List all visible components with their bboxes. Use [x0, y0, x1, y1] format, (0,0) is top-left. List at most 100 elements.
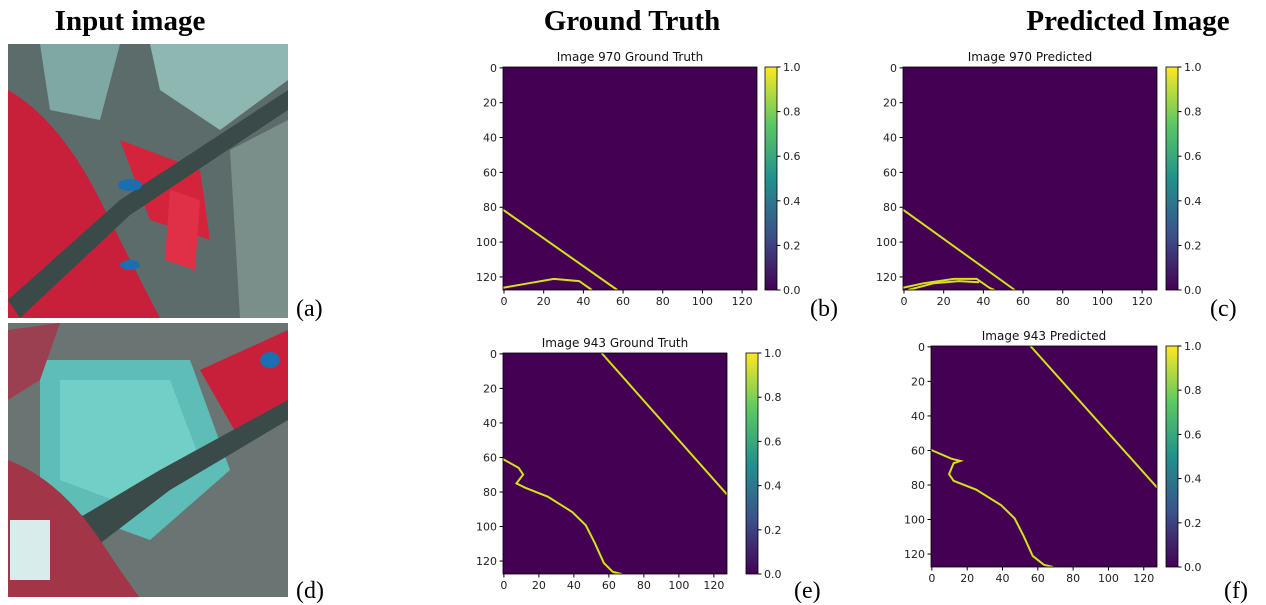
y-tick-label: 80	[483, 486, 497, 499]
axes-frame	[930, 345, 1158, 568]
x-tick-label: 60	[602, 579, 616, 592]
heatmap	[503, 353, 727, 574]
x-tick-label: 120	[1132, 295, 1153, 308]
panel-label: (b)	[810, 296, 838, 322]
panel-label: (f)	[1224, 578, 1248, 604]
x-tick-label: 80	[1066, 572, 1080, 585]
colorbar-tick-label: 0.2	[764, 524, 782, 537]
colorbar-tick-label: 0.6	[783, 150, 801, 163]
y-tick-label: 80	[911, 479, 925, 492]
edge-trace	[502, 458, 622, 575]
x-tick-label: 120	[1133, 572, 1154, 585]
colorbar-tick-label: 1.0	[764, 347, 782, 360]
x-tick-label: 0	[928, 572, 935, 585]
y-tick-label: 60	[911, 444, 925, 457]
panel-label: (a)	[296, 296, 323, 322]
x-tick-label: 100	[692, 295, 713, 308]
y-tick-label: 0	[918, 341, 925, 354]
heatmap	[503, 67, 757, 290]
edge-trace	[502, 208, 618, 291]
edge-trace	[907, 280, 980, 291]
x-tick-label: 80	[656, 295, 670, 308]
colorbar-tick-label: 0.8	[783, 106, 801, 119]
x-tick-label: 20	[960, 572, 974, 585]
column-header: Predicted Image	[1026, 5, 1229, 37]
x-tick-label: 80	[637, 579, 651, 592]
colorbar-tick-label: 0.4	[783, 195, 801, 208]
y-tick-label: 120	[476, 271, 497, 284]
colorbar-tick-label: 0.8	[1184, 384, 1202, 397]
edge-trace	[600, 352, 728, 496]
y-tick-label: 20	[483, 382, 497, 395]
colorbar-tick-label: 0.4	[1184, 473, 1202, 486]
colorbar-tick-label: 0.0	[1184, 284, 1202, 297]
y-tick-label: 100	[476, 521, 497, 534]
axes-frame	[502, 352, 728, 575]
colorbar-tick-label: 0.6	[1184, 428, 1202, 441]
colorbar-tick-label: 0.2	[1184, 239, 1202, 252]
input-image	[8, 323, 288, 597]
colorbar	[1165, 66, 1179, 291]
colorbar-tick-label: 0.0	[764, 568, 782, 581]
x-tick-label: 60	[1016, 295, 1030, 308]
edge-trace	[930, 448, 1054, 568]
y-tick-label: 60	[483, 451, 497, 464]
colorbar	[745, 352, 759, 575]
x-tick-label: 40	[567, 579, 581, 592]
input-image	[8, 44, 288, 318]
y-tick-label: 80	[483, 201, 497, 214]
x-tick-label: 0	[500, 295, 507, 308]
colorbar-tick-label: 1.0	[783, 61, 801, 74]
y-tick-label: 120	[876, 271, 897, 284]
edge-trace	[502, 277, 593, 291]
colorbar-tick-label: 0.6	[1184, 150, 1202, 163]
y-tick-label: 20	[911, 375, 925, 388]
x-tick-label: 40	[976, 295, 990, 308]
x-tick-label: 0	[500, 579, 507, 592]
y-tick-label: 100	[876, 236, 897, 249]
y-tick-label: 100	[476, 236, 497, 249]
x-tick-label: 0	[900, 295, 907, 308]
y-tick-label: 120	[904, 548, 925, 561]
colorbar-tick-label: 0.6	[764, 435, 782, 448]
y-tick-label: 120	[476, 555, 497, 568]
x-tick-label: 100	[1092, 295, 1113, 308]
panel-label: (d)	[296, 578, 324, 604]
panel-label: (c)	[1210, 296, 1237, 322]
y-tick-label: 80	[883, 201, 897, 214]
plot-title: Image 970 Ground Truth	[557, 50, 703, 64]
edge-trace	[902, 277, 995, 291]
x-tick-label: 100	[1098, 572, 1119, 585]
y-tick-label: 40	[911, 410, 925, 423]
edge-trace	[902, 208, 1016, 291]
y-tick-label: 0	[490, 348, 497, 361]
x-tick-label: 40	[996, 572, 1010, 585]
colorbar-tick-label: 0.0	[1184, 561, 1202, 574]
x-tick-label: 60	[1031, 572, 1045, 585]
heatmap	[931, 346, 1157, 567]
x-tick-label: 20	[937, 295, 951, 308]
x-tick-label: 20	[537, 295, 551, 308]
axes-frame	[502, 66, 758, 291]
x-tick-label: 60	[616, 295, 630, 308]
y-tick-label: 100	[904, 514, 925, 527]
colorbar-tick-label: 1.0	[1184, 61, 1202, 74]
y-tick-label: 40	[483, 132, 497, 145]
x-tick-label: 20	[532, 579, 546, 592]
colorbar-tick-label: 0.4	[764, 480, 782, 493]
plot-title: Image 943 Ground Truth	[542, 336, 688, 350]
x-tick-label: 100	[668, 579, 689, 592]
x-tick-label: 120	[732, 295, 753, 308]
column-header: Input image	[55, 5, 206, 37]
heatmap	[903, 67, 1157, 290]
x-tick-label: 120	[703, 579, 724, 592]
x-tick-label: 40	[576, 295, 590, 308]
plot-title: Image 970 Predicted	[968, 50, 1092, 64]
colorbar-tick-label: 0.8	[764, 391, 782, 404]
y-tick-label: 40	[883, 132, 897, 145]
colorbar-tick-label: 1.0	[1184, 340, 1202, 353]
y-tick-label: 20	[883, 97, 897, 110]
y-tick-label: 40	[483, 417, 497, 430]
x-tick-label: 80	[1056, 295, 1070, 308]
axes-frame	[902, 66, 1158, 291]
